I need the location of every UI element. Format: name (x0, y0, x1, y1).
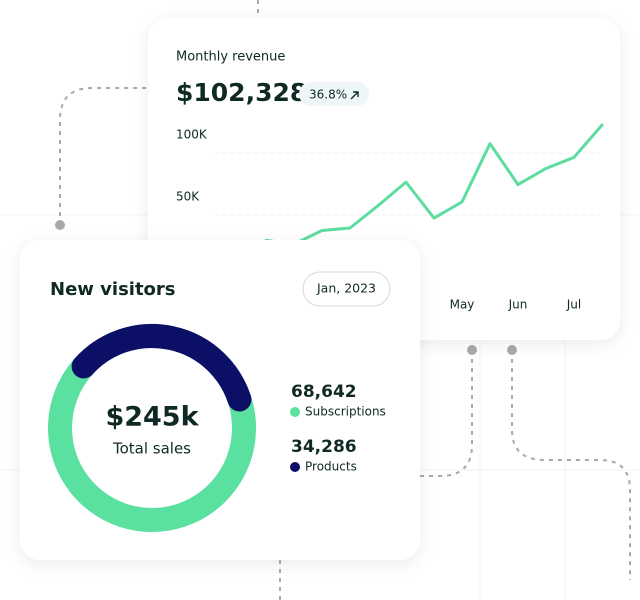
x-tick-label: Jul (566, 298, 581, 312)
legend-value: 68,642 (291, 382, 357, 402)
donut-segment (48, 354, 256, 532)
period-pill[interactable] (302, 271, 391, 307)
legend-label: Products (305, 460, 357, 474)
legend-label: Subscriptions (305, 405, 386, 419)
legend-value: 34,286 (291, 437, 357, 457)
x-tick-label: Jun (508, 298, 528, 312)
x-tick-label: May (450, 298, 475, 312)
period[interactable]: Jan, 2023 (316, 281, 376, 296)
plot: 50K 100K May Jun Jul (176, 123, 604, 312)
legend-dot (290, 407, 300, 417)
visitors-card: New visitors Jan, 2023 68,642 Subscriptio… (20, 240, 420, 560)
center-label: Total sales (112, 440, 191, 458)
revenue-total: $102,328 (176, 78, 307, 107)
y-tick-label: 100K (176, 128, 208, 142)
connector-dots (55, 220, 517, 355)
change-value: 36.8% (309, 88, 347, 102)
donut-segment (71, 324, 252, 412)
connectors (59, 0, 631, 600)
revenue-line (264, 123, 604, 246)
card-bg (20, 240, 420, 560)
card-title: New visitors (50, 279, 176, 300)
y-tick-label: 50K (176, 190, 200, 204)
center-value: $245k (105, 402, 199, 433)
arrow-icon (350, 91, 359, 100)
change-badge (299, 82, 369, 106)
legend-dot (290, 462, 300, 472)
donut: 68,642 Subscriptions 34,286 Products (48, 324, 386, 532)
card-title: Monthly revenue (176, 50, 285, 65)
